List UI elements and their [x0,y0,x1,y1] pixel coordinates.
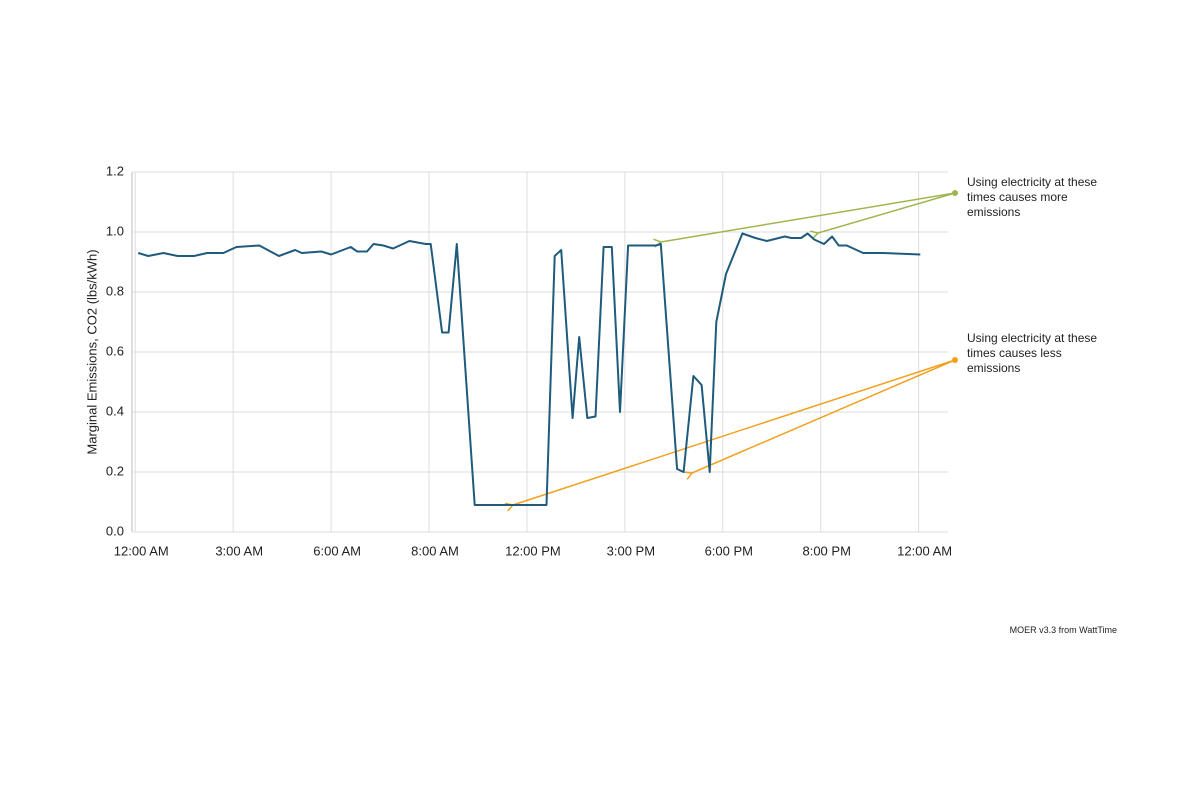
grid [131,171,948,533]
x-tick-label: 8:00 AM [411,543,459,558]
annotation-text: emissions [967,361,1020,375]
y-tick-label: 0.6 [106,343,124,358]
y-tick-label: 0.4 [106,403,124,418]
arrow-origin [952,357,958,363]
x-tick-label: 8:00 PM [802,543,850,558]
source-note: MOER v3.3 from WattTime [1010,625,1117,635]
y-tick-label: 1.0 [106,223,124,238]
y-tick-label: 0.2 [106,463,124,478]
annotation-text: Using electricity at these [967,331,1097,345]
x-tick-label: 12:00 PM [505,543,561,558]
x-tick-label: 12:00 AM [897,543,952,558]
arrow-origin [952,190,958,196]
x-tick-label: 12:00 AM [114,543,169,558]
annotation-text: times causes more [967,190,1068,204]
arrow [653,192,956,248]
x-tick-label: 3:00 PM [607,543,655,558]
x-tick-label: 3:00 AM [215,543,263,558]
annotation-arrows [504,190,958,512]
annotation-text: Using electricity at these [967,175,1097,189]
x-tick-label: 6:00 AM [313,543,361,558]
x-tick-label: 6:00 PM [705,543,753,558]
y-tick-label: 1.2 [106,163,124,178]
y-axis-label: Marginal Emissions, CO2 (lbs/kWh) [84,249,99,454]
y-tick-label: 0.0 [106,523,124,538]
annotation-text: emissions [967,205,1020,219]
data-line [137,232,921,506]
arrow [683,359,956,480]
annotation-text: times causes less [967,346,1062,360]
arrow [504,359,956,512]
y-tick-label: 0.8 [106,283,124,298]
arrow [809,192,956,240]
